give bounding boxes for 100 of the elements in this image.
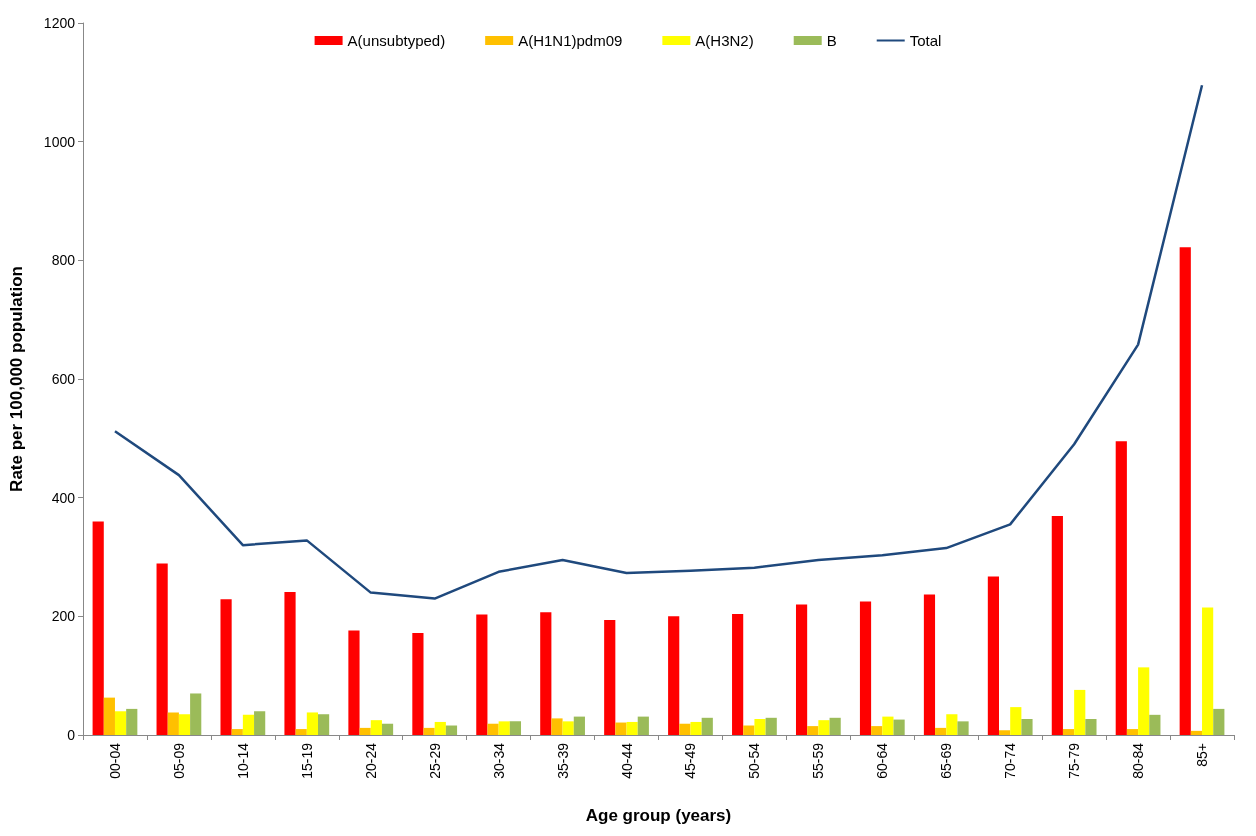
- bar: [1085, 718, 1097, 735]
- bar: [668, 616, 680, 735]
- bar: [126, 708, 138, 735]
- bar: [156, 563, 168, 735]
- y-tick-label: 400: [51, 489, 76, 506]
- bar: [987, 576, 999, 735]
- bar: [540, 612, 552, 735]
- bar: [190, 693, 202, 735]
- bar: [679, 723, 691, 735]
- bar: [487, 723, 499, 735]
- bar: [92, 521, 104, 735]
- x-tick-label: 25-29: [426, 742, 443, 779]
- y-axis-title: Rate per 100,000 population: [7, 266, 26, 492]
- legend-label: A(unsubtyped): [347, 32, 446, 49]
- bar: [882, 716, 894, 735]
- x-tick-label: 10-14: [234, 742, 251, 779]
- bar: [732, 613, 744, 735]
- bar: [306, 712, 318, 735]
- bar: [1074, 689, 1086, 735]
- x-axis-title: Age group (years): [585, 806, 732, 825]
- y-tick-label: 0: [67, 727, 76, 743]
- y-tick-label: 600: [51, 371, 76, 387]
- legend-label: B: [826, 32, 837, 49]
- bar: [871, 726, 883, 735]
- bar: [795, 604, 808, 735]
- y-tick-label: 1000: [43, 133, 76, 150]
- legend-label: A(H1N1)pdm09: [518, 32, 623, 49]
- bar: [893, 719, 905, 735]
- bar: [167, 712, 179, 735]
- x-tick-label: 75-79: [1066, 742, 1083, 779]
- bar: [615, 722, 627, 735]
- bar: [935, 727, 947, 735]
- bar: [1138, 667, 1150, 735]
- x-tick-label: 35-39: [554, 742, 571, 779]
- legend-label: Total: [909, 32, 942, 49]
- bar: [1213, 708, 1225, 735]
- bar: [573, 716, 585, 735]
- bar: [231, 729, 243, 735]
- bar: [476, 614, 488, 735]
- bar: [562, 721, 574, 735]
- bar: [1021, 718, 1033, 735]
- bar: [348, 630, 360, 735]
- bar: [1190, 730, 1203, 735]
- bar: [551, 718, 563, 735]
- bar: [509, 721, 522, 735]
- bar: [859, 601, 872, 735]
- bar: [1115, 441, 1127, 735]
- bar: [701, 717, 713, 735]
- bar: [626, 721, 638, 735]
- bar: [1179, 247, 1191, 735]
- bar: [178, 714, 191, 735]
- bar: [103, 697, 115, 735]
- bar: [946, 714, 958, 735]
- x-tick-label: 20-24: [362, 742, 379, 779]
- bar: [1149, 714, 1161, 735]
- bar: [254, 711, 266, 735]
- y-tick-label: 800: [51, 252, 76, 269]
- bar: [359, 727, 371, 735]
- x-tick-label: 00-04: [106, 742, 123, 779]
- bar: [690, 721, 702, 735]
- line-series: [113, 84, 1204, 600]
- bar: [1010, 707, 1022, 735]
- bar: [807, 726, 819, 735]
- bar: [829, 717, 841, 735]
- bar: [284, 592, 296, 735]
- bar: [318, 714, 330, 735]
- bar: [381, 723, 394, 735]
- bar: [498, 721, 510, 735]
- bar: [957, 721, 969, 735]
- y-tick-label: 200: [51, 608, 76, 625]
- x-tick-label: 50-54: [746, 742, 763, 779]
- x-tick-label: 55-59: [810, 742, 827, 779]
- bar: [818, 720, 830, 735]
- bar: [743, 725, 755, 735]
- bar: [1126, 729, 1139, 735]
- x-tick-label: 80-84: [1130, 742, 1147, 779]
- bar: [1202, 607, 1214, 735]
- x-tick-label: 30-34: [490, 742, 507, 779]
- x-tick-label: 40-44: [618, 742, 635, 779]
- bar: [220, 599, 232, 735]
- x-tick-label: 70-74: [1002, 742, 1019, 779]
- bar: [1051, 516, 1063, 735]
- x-tick-label: 85+: [1194, 743, 1211, 767]
- bar: [754, 718, 766, 735]
- x-tick-label: 65-69: [938, 742, 955, 779]
- bar: [637, 716, 649, 735]
- x-tick-label: 15-19: [298, 742, 315, 779]
- x-tick-label: 05-09: [170, 742, 187, 779]
- x-tick-label: 60-64: [874, 742, 891, 779]
- bar: [999, 730, 1011, 735]
- x-tick-label: 45-49: [682, 742, 699, 779]
- bar: [242, 714, 255, 735]
- bar: [295, 729, 307, 735]
- bar: [604, 619, 616, 735]
- bar: [445, 725, 458, 735]
- bar: [1062, 729, 1075, 735]
- bar: [114, 711, 127, 735]
- y-tick-label: 1200: [43, 15, 76, 31]
- bar: [765, 717, 777, 735]
- bar: [370, 720, 382, 735]
